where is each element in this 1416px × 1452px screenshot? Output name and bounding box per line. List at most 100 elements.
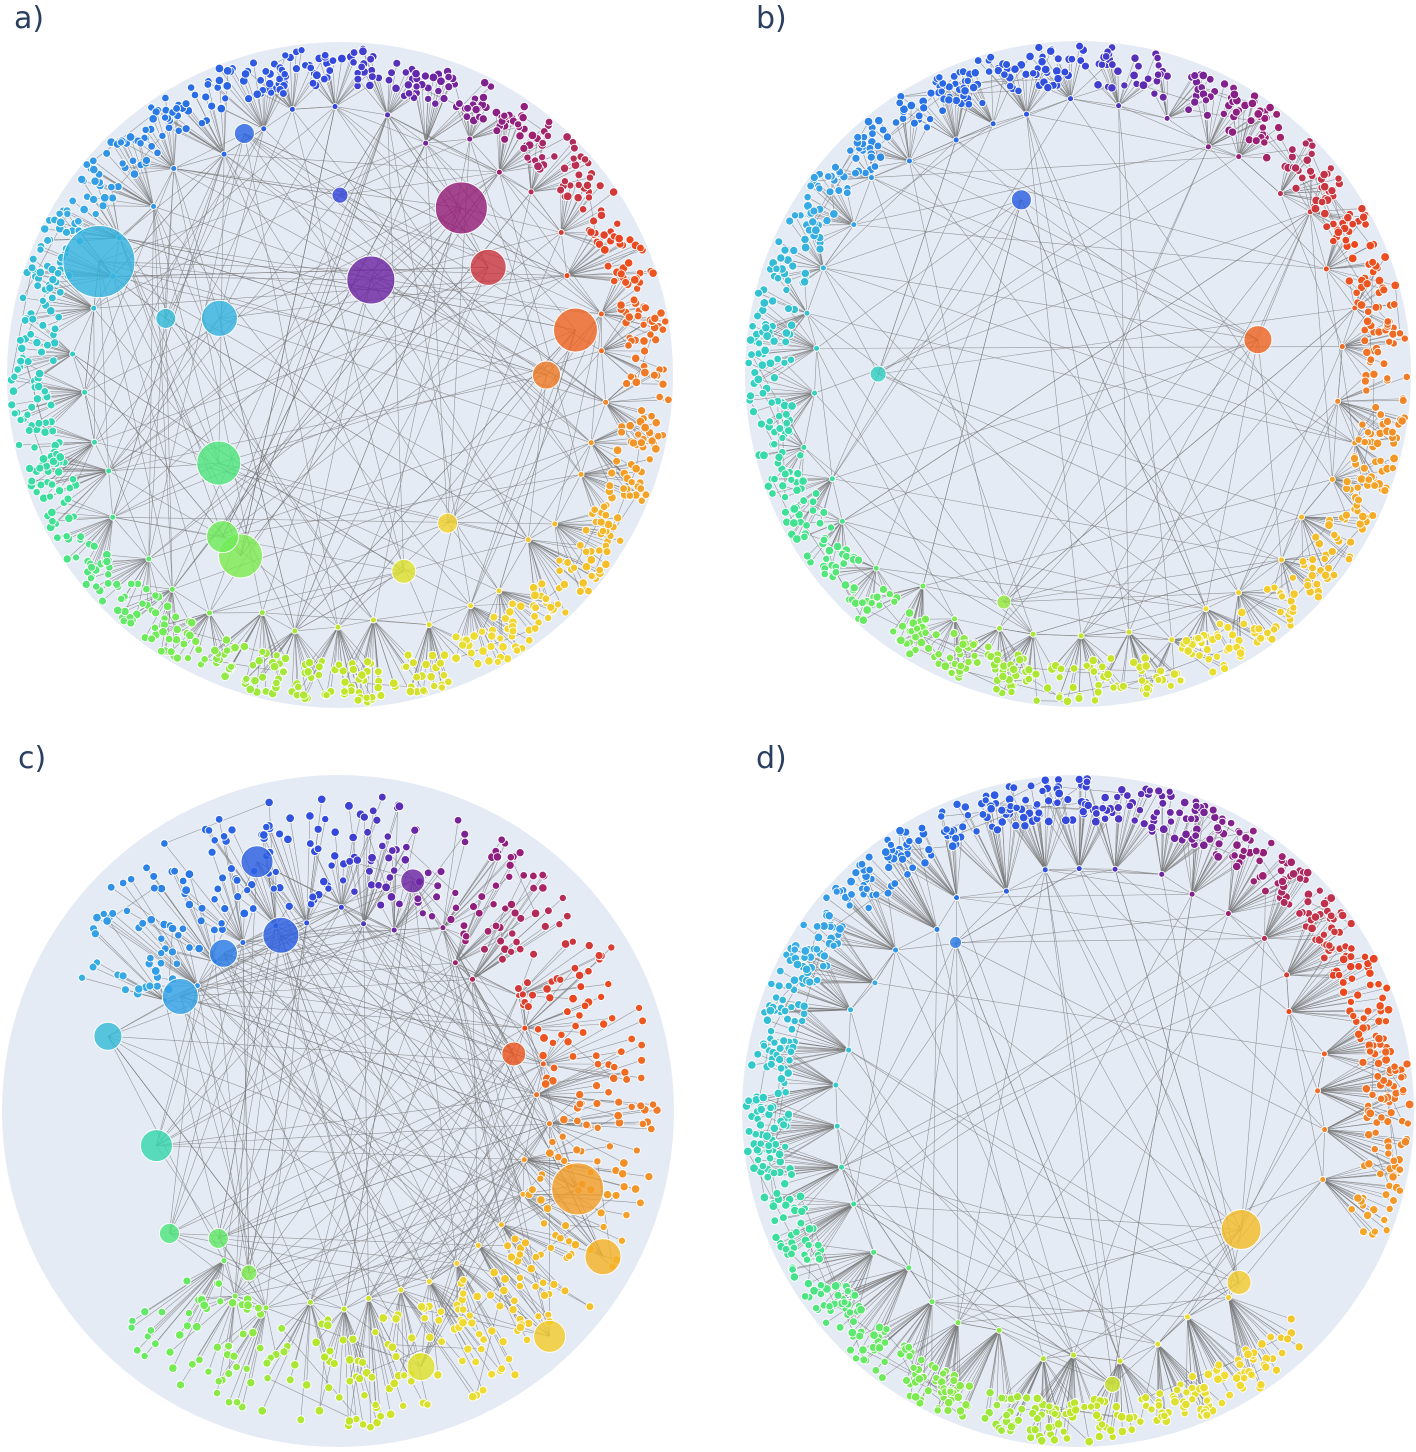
node — [125, 132, 136, 142]
edge — [244, 133, 592, 443]
node — [1270, 583, 1279, 592]
node — [1205, 75, 1215, 84]
edge — [188, 1260, 225, 1314]
edge — [244, 133, 339, 628]
edge — [363, 806, 400, 924]
node — [789, 245, 799, 256]
edge — [1238, 102, 1253, 157]
node — [1089, 667, 1099, 676]
edge — [52, 516, 113, 522]
node — [40, 427, 50, 437]
node — [895, 98, 904, 108]
edge — [294, 1302, 311, 1365]
node — [32, 394, 43, 404]
node — [897, 621, 908, 631]
edge — [823, 139, 957, 269]
node — [586, 555, 597, 565]
edge — [1205, 608, 1208, 650]
node — [1398, 396, 1408, 405]
edge — [1238, 592, 1276, 628]
node — [195, 1355, 204, 1365]
node — [1076, 56, 1086, 65]
edge — [80, 516, 113, 540]
edge — [1205, 592, 1239, 610]
node — [986, 52, 996, 62]
edge — [803, 447, 833, 479]
edge — [1310, 211, 1345, 229]
node — [1265, 102, 1275, 113]
node — [589, 216, 599, 226]
node — [207, 101, 217, 111]
node — [365, 1294, 373, 1302]
edge — [1301, 516, 1351, 558]
edge — [806, 313, 1034, 635]
node — [650, 313, 660, 323]
node — [757, 360, 768, 370]
node — [146, 1326, 156, 1335]
node — [1137, 676, 1147, 685]
edge — [173, 153, 225, 169]
node — [1379, 359, 1389, 369]
edge — [1118, 80, 1158, 106]
node — [1327, 186, 1337, 196]
hub-node — [996, 594, 1012, 610]
node — [186, 83, 196, 92]
node — [444, 82, 454, 92]
node — [71, 553, 81, 562]
node — [1289, 589, 1299, 599]
node — [43, 340, 52, 350]
node — [478, 646, 488, 656]
edge — [1118, 105, 1168, 119]
edge — [1354, 442, 1369, 480]
node — [1287, 152, 1297, 162]
edge — [567, 275, 615, 282]
node — [973, 56, 983, 65]
node — [484, 656, 494, 666]
edge — [310, 1302, 326, 1357]
node — [98, 201, 108, 211]
edge — [607, 247, 641, 267]
node — [774, 452, 784, 462]
node — [745, 335, 756, 345]
edge — [554, 523, 581, 592]
edge — [601, 313, 629, 346]
node — [1388, 463, 1397, 473]
edge — [1326, 268, 1384, 291]
edge — [1208, 103, 1253, 148]
edge — [208, 1295, 236, 1372]
edge — [219, 318, 592, 443]
node — [605, 481, 615, 491]
node — [210, 895, 219, 904]
node — [1115, 102, 1123, 110]
node — [1093, 687, 1103, 697]
panel-b: b) — [708, 0, 1416, 726]
node — [1093, 80, 1103, 90]
edge — [334, 58, 343, 107]
edge — [1326, 268, 1357, 294]
edge — [214, 961, 514, 1055]
edge — [219, 318, 296, 631]
edge — [180, 923, 364, 997]
node — [924, 643, 934, 653]
edge — [442, 820, 459, 928]
node — [1303, 580, 1313, 590]
node — [595, 546, 604, 555]
edge — [178, 935, 198, 986]
edge — [501, 1194, 524, 1225]
node — [770, 474, 779, 484]
edge — [478, 1245, 521, 1287]
node — [563, 558, 573, 567]
node — [167, 923, 178, 934]
edge — [1238, 156, 1281, 194]
node — [360, 920, 368, 928]
node — [140, 1351, 149, 1361]
node — [279, 667, 288, 677]
edge — [806, 312, 1207, 609]
edge — [219, 106, 336, 319]
node — [28, 314, 38, 324]
node — [1319, 169, 1329, 180]
edge — [46, 391, 85, 394]
node — [469, 631, 479, 641]
node — [174, 126, 183, 135]
node — [68, 474, 78, 484]
